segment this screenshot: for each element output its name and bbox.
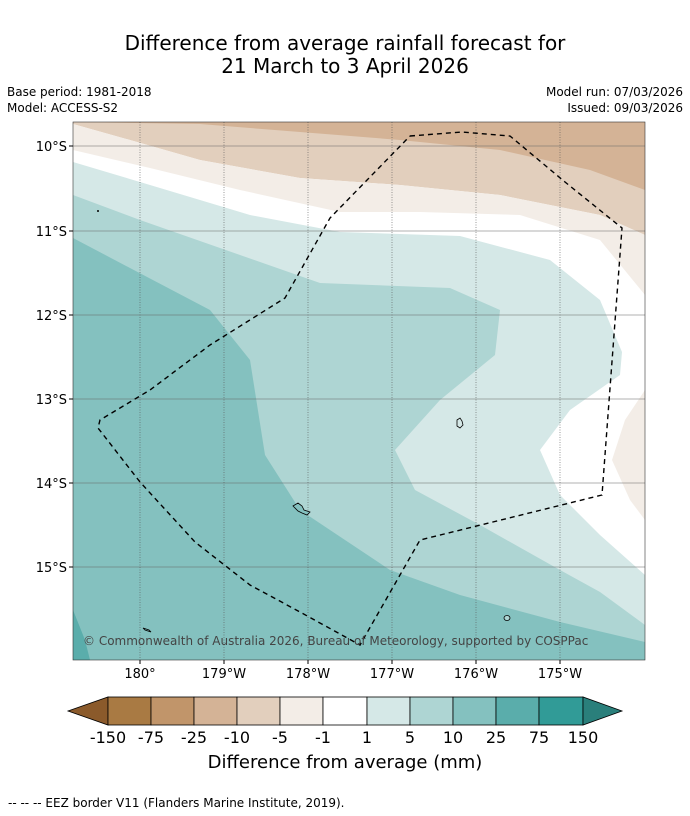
lat-label-11s: 11°S <box>36 225 67 240</box>
lon-label-175w: 175°W <box>538 667 582 682</box>
title-line-2: 21 March to 3 April 2026 <box>221 54 469 78</box>
colorbar-tick: 1 <box>361 728 373 747</box>
lon-label-177w: 177°W <box>370 667 414 682</box>
colorbar-seg-n25-10 <box>193 696 238 726</box>
colorbar-tick: -10 <box>223 728 251 747</box>
lat-label-10s: 10°S <box>36 140 67 155</box>
rainfall-map: © Commonwealth of Australia 2026, Bureau… <box>36 121 646 726</box>
model-name: Model: ACCESS-S2 <box>7 101 119 115</box>
colorbar-seg-n1-1 <box>322 696 368 726</box>
band-wet-p25-75 <box>73 610 90 660</box>
colorbar-seg-p25-75 <box>495 696 540 726</box>
colorbar-tick: 75 <box>528 728 550 747</box>
lat-label-13s: 13°S <box>36 393 67 408</box>
copyright-notice: © Commonwealth of Australia 2026, Bureau… <box>83 634 588 648</box>
band-wet-p10-25 <box>73 238 645 660</box>
lat-label-12s: 12°S <box>36 309 67 324</box>
band-dry-n10-5 <box>73 122 645 190</box>
rainfall-contours <box>73 122 645 660</box>
islet-northwest <box>97 210 99 212</box>
lon-label-176w: 176°W <box>454 667 498 682</box>
lon-label-180: 180° <box>124 667 155 682</box>
colorbar-tick: -5 <box>272 728 288 747</box>
model-run: Model run: 07/03/2026 <box>545 85 683 99</box>
colorbar-seg-p1-5 <box>366 696 411 726</box>
colorbar-arrow-left <box>66 696 109 726</box>
colorbar-seg-n10-5 <box>236 696 281 726</box>
lon-label-179w: 179°W <box>202 667 246 682</box>
colorbar-tick: -75 <box>137 728 165 747</box>
island-southwest <box>142 627 152 633</box>
island-central <box>292 502 311 516</box>
lon-label-178w: 178°W <box>286 667 330 682</box>
colorbar-seg-n150-75 <box>107 696 152 726</box>
colorbar-tick: -25 <box>180 728 208 747</box>
issued-date: Issued: 09/03/2026 <box>567 101 683 115</box>
colorbar-tick: 25 <box>485 728 507 747</box>
island-east <box>456 417 464 429</box>
eez-footnote: -- -- -- EEZ border V11 (Flanders Marine… <box>8 796 345 810</box>
island-southeast <box>503 615 511 621</box>
colorbar-tick: 5 <box>404 728 416 747</box>
latitude-lines <box>73 145 645 568</box>
lat-label-14s: 14°S <box>36 477 67 492</box>
band-dry-n5-1 <box>73 124 645 295</box>
colorbar-seg-n5-1 <box>279 696 324 726</box>
longitude-lines <box>139 122 561 660</box>
lat-label-15s: 15°S <box>36 561 67 576</box>
eez-border <box>97 131 623 646</box>
colorbar-tick: 150 <box>567 728 599 747</box>
title-line-1: Difference from average rainfall forecas… <box>124 31 566 55</box>
colorbar-arrow-right <box>582 696 624 726</box>
colorbar-seg-p5-10 <box>409 696 454 726</box>
colorbar-seg-p10-25 <box>452 696 497 726</box>
colorbar-tick: -1 <box>315 728 331 747</box>
colorbar-label: Difference from average (mm) <box>207 752 483 773</box>
colorbar <box>66 696 624 726</box>
base-period: Base period: 1981-2018 <box>7 85 152 99</box>
colorbar-tick: -150 <box>89 728 127 747</box>
colorbar-seg-n75-25 <box>150 696 195 726</box>
colorbar-tick: 10 <box>442 728 464 747</box>
colorbar-seg-p75-150 <box>538 696 584 726</box>
band-dry-east <box>612 390 645 520</box>
